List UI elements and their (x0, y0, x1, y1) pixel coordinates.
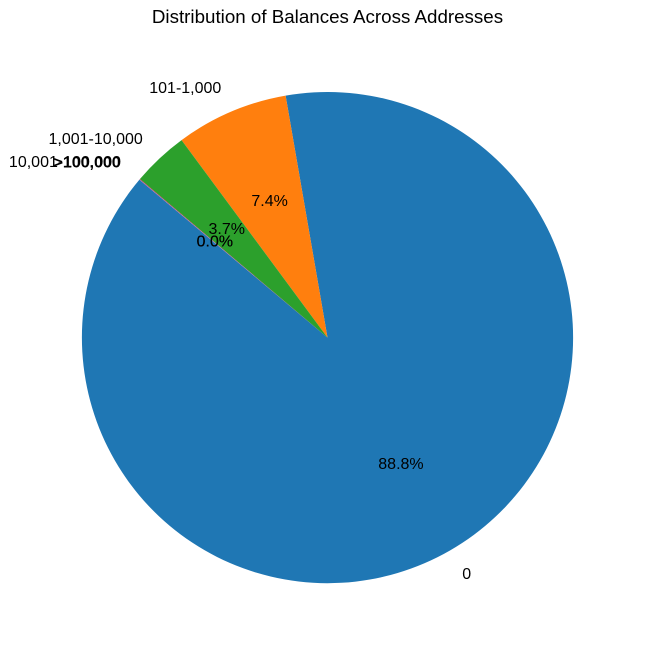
svg-text:7.4%: 7.4% (251, 193, 287, 210)
svg-text:88.8%: 88.8% (378, 456, 423, 473)
svg-text:0: 0 (462, 566, 471, 583)
svg-text:101-1,000: 101-1,000 (149, 80, 221, 97)
svg-text:>100,000: >100,000 (54, 155, 121, 172)
svg-text:1,001-10,000: 1,001-10,000 (49, 131, 143, 148)
svg-text:0.0%: 0.0% (196, 234, 232, 251)
